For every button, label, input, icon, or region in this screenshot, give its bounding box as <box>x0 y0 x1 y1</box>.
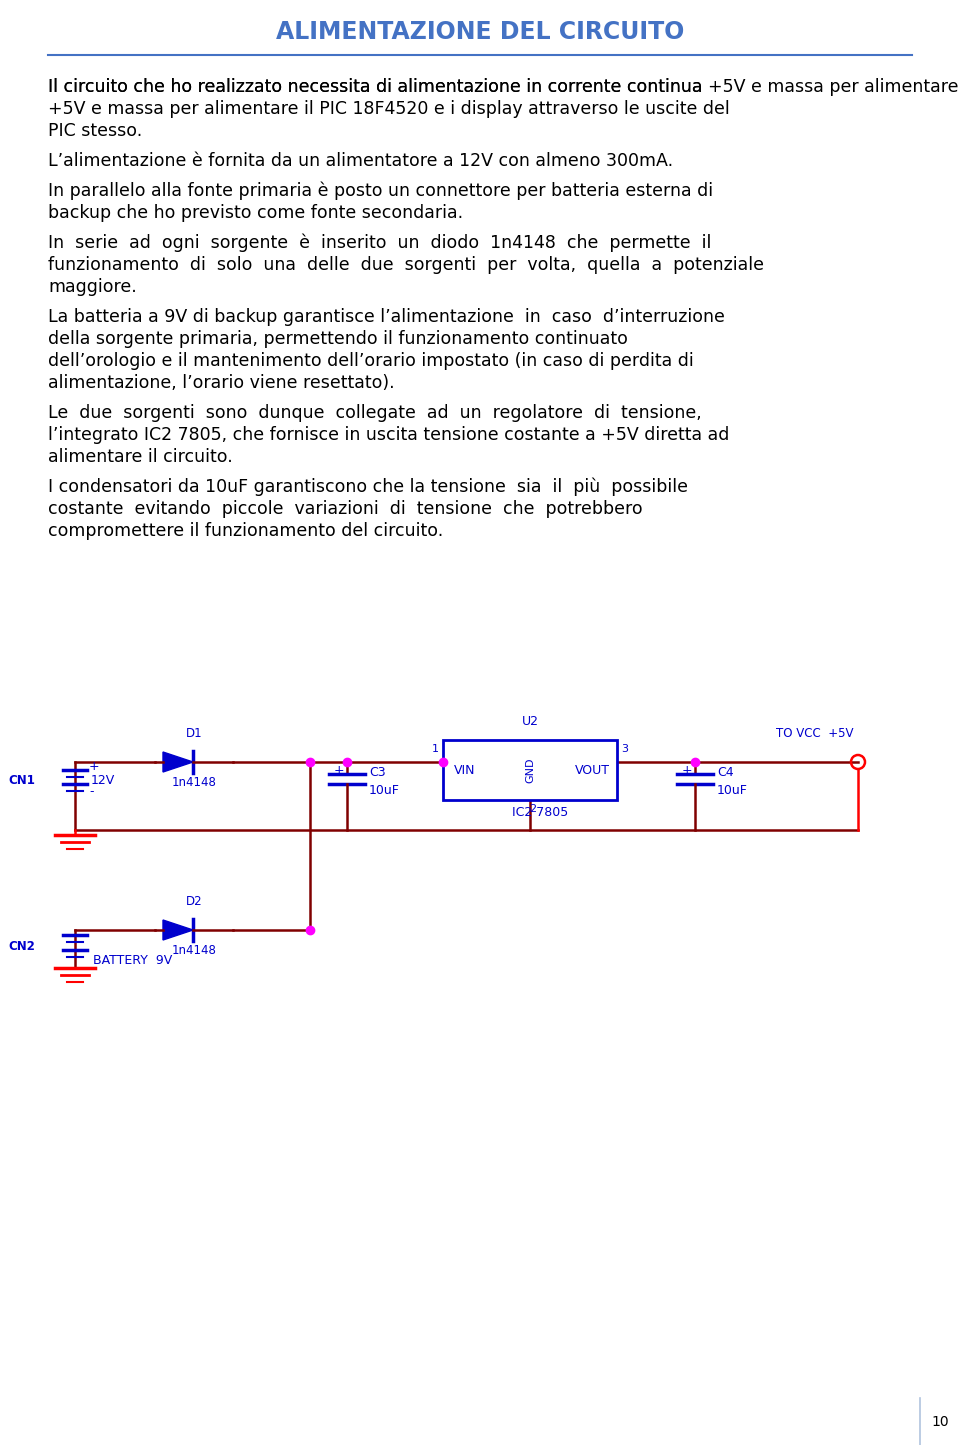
Text: I condensatori da 10uF garantiscono che la tensione  sia  il  più  possibile: I condensatori da 10uF garantiscono che … <box>48 478 688 497</box>
Text: PIC stesso.: PIC stesso. <box>48 121 142 140</box>
Text: 10uF: 10uF <box>717 783 748 796</box>
Text: 10uF: 10uF <box>369 783 400 796</box>
Text: 3: 3 <box>621 744 628 754</box>
Text: +: + <box>682 764 692 777</box>
Text: In parallelo alla fonte primaria è posto un connettore per batteria esterna di: In parallelo alla fonte primaria è posto… <box>48 182 713 201</box>
Text: compromettere il funzionamento del circuito.: compromettere il funzionamento del circu… <box>48 522 444 540</box>
Text: l’integrato IC2 7805, che fornisce in uscita tensione costante a +5V diretta ad: l’integrato IC2 7805, che fornisce in us… <box>48 426 730 444</box>
Text: GND: GND <box>525 757 535 783</box>
Text: +5V e massa per alimentare il PIC 18F4520 e i display attraverso le uscite del: +5V e massa per alimentare il PIC 18F452… <box>48 100 730 118</box>
Text: Il circuito che ho realizzato necessita di alimentazione in corrente continua: Il circuito che ho realizzato necessita … <box>48 78 703 95</box>
Text: VOUT: VOUT <box>574 763 610 776</box>
Text: 1: 1 <box>432 744 439 754</box>
Text: 2: 2 <box>529 803 537 814</box>
Text: La batteria a 9V di backup garantisce l’alimentazione  in  caso  d’interruzione: La batteria a 9V di backup garantisce l’… <box>48 308 725 327</box>
Polygon shape <box>163 920 193 941</box>
Text: +: + <box>89 760 100 773</box>
Text: TO VCC  +5V: TO VCC +5V <box>776 727 853 740</box>
Text: Le  due  sorgenti  sono  dunque  collegate  ad  un  regolatore  di  tensione,: Le due sorgenti sono dunque collegate ad… <box>48 405 702 422</box>
Text: alimentazione, l’orario viene resettato).: alimentazione, l’orario viene resettato)… <box>48 374 395 392</box>
Text: dell’orologio e il mantenimento dell’orario impostato (in caso di perdita di: dell’orologio e il mantenimento dell’ora… <box>48 353 694 370</box>
Text: Il circuito che ho realizzato necessita di alimentazione in corrente continua +5: Il circuito che ho realizzato necessita … <box>48 78 960 95</box>
Text: VIN: VIN <box>454 763 476 776</box>
Text: In  serie  ad  ogni  sorgente  è  inserito  un  diodo  1n4148  che  permette  il: In serie ad ogni sorgente è inserito un … <box>48 234 711 253</box>
Text: BATTERY  9V: BATTERY 9V <box>93 954 172 967</box>
Text: costante  evitando  piccole  variazioni  di  tensione  che  potrebbero: costante evitando piccole variazioni di … <box>48 500 642 517</box>
Text: 1n4148: 1n4148 <box>172 944 216 957</box>
Text: L’alimentazione è fornita da un alimentatore a 12V con almeno 300mA.: L’alimentazione è fornita da un alimenta… <box>48 152 673 171</box>
Text: IC2 7805: IC2 7805 <box>512 806 568 819</box>
Text: 12V: 12V <box>91 773 115 786</box>
Text: D2: D2 <box>185 894 203 907</box>
Polygon shape <box>163 751 193 772</box>
Text: 1n4148: 1n4148 <box>172 776 216 789</box>
Text: maggiore.: maggiore. <box>48 277 136 296</box>
Text: 10: 10 <box>931 1415 948 1429</box>
Text: +: + <box>333 764 344 777</box>
Text: C3: C3 <box>369 766 386 779</box>
Text: -: - <box>89 786 93 799</box>
Text: D1: D1 <box>185 727 203 740</box>
Bar <box>443 740 617 801</box>
Text: backup che ho previsto come fonte secondaria.: backup che ho previsto come fonte second… <box>48 204 463 223</box>
Text: CN1: CN1 <box>8 773 35 786</box>
Text: C4: C4 <box>717 766 733 779</box>
Text: ALIMENTAZIONE DEL CIRCUITO: ALIMENTAZIONE DEL CIRCUITO <box>276 20 684 43</box>
Text: CN2: CN2 <box>8 939 35 952</box>
Text: funzionamento  di  solo  una  delle  due  sorgenti  per  volta,  quella  a  pote: funzionamento di solo una delle due sorg… <box>48 256 764 275</box>
Text: U2: U2 <box>521 715 539 728</box>
Text: della sorgente primaria, permettendo il funzionamento continuato: della sorgente primaria, permettendo il … <box>48 329 628 348</box>
Text: alimentare il circuito.: alimentare il circuito. <box>48 448 232 465</box>
